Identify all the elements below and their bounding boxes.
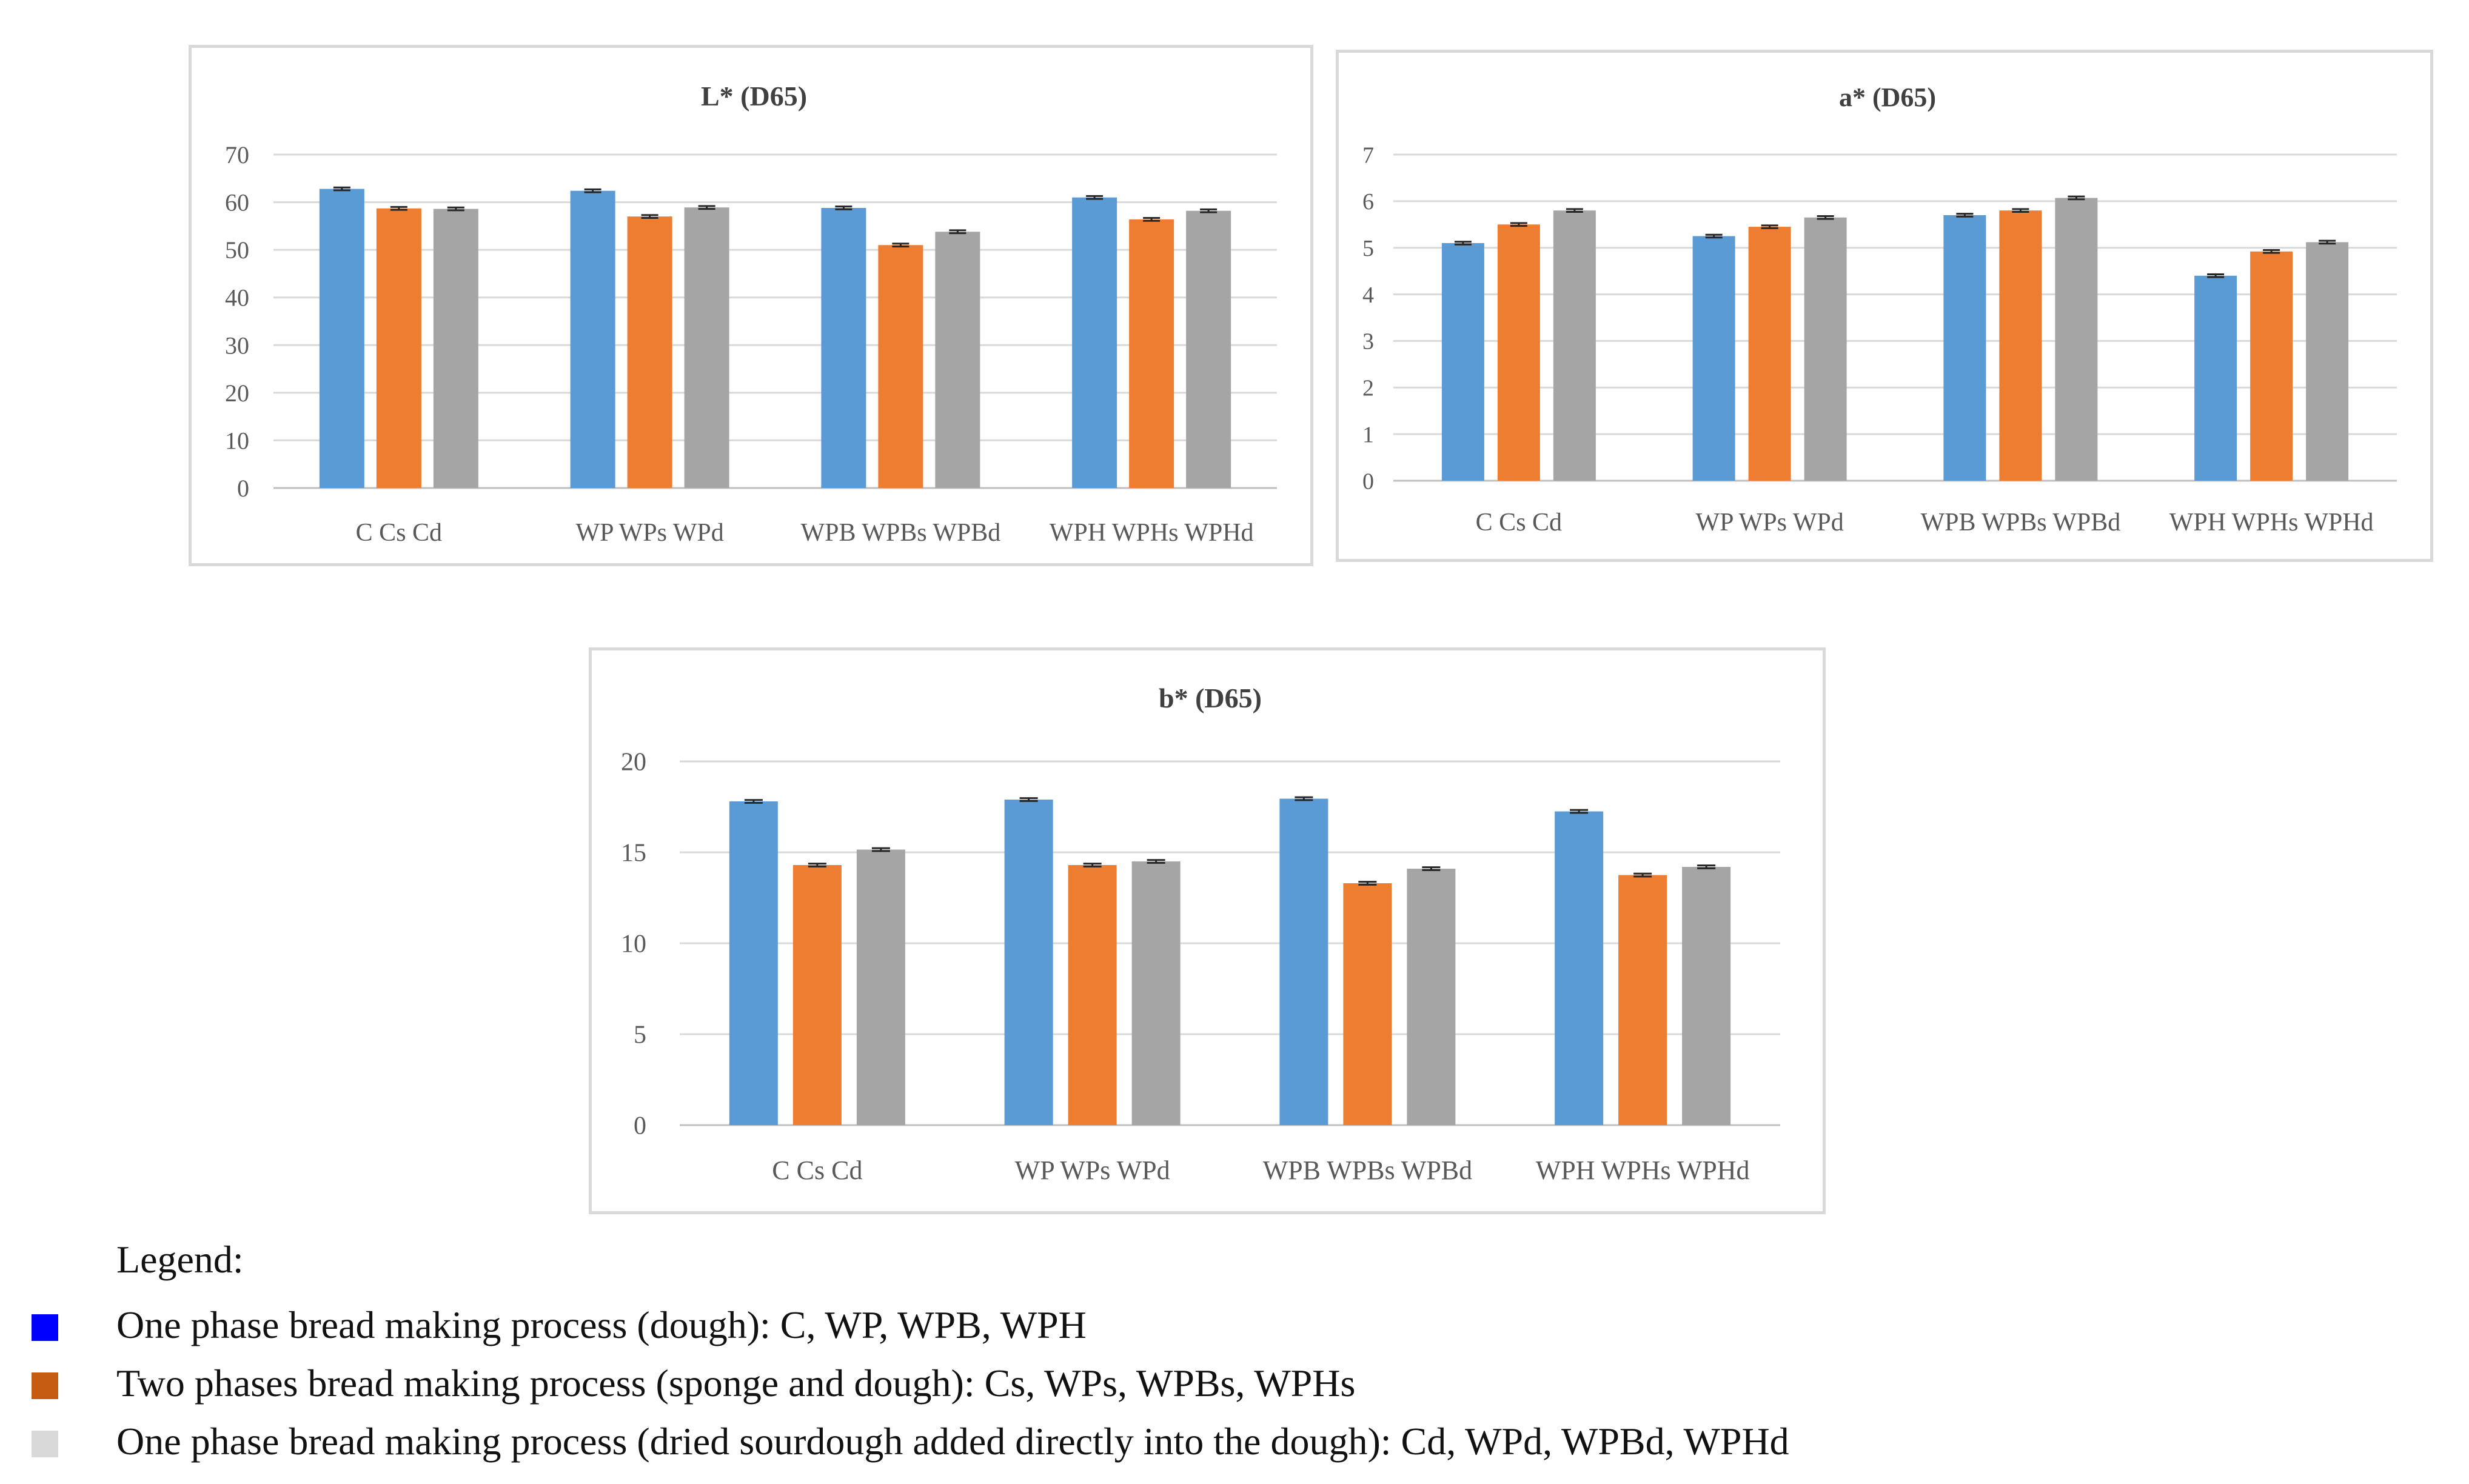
- y-tick-label: 2: [1362, 376, 1374, 401]
- legend-swatch-gray: [32, 1431, 58, 1457]
- y-tick-label: 10: [225, 427, 249, 454]
- x-category-label: C Cs Cd: [1476, 509, 1562, 536]
- bar: [1553, 210, 1596, 481]
- y-tick-label: 0: [634, 1112, 646, 1140]
- y-tick-label: 60: [225, 189, 249, 216]
- x-category-label: C Cs Cd: [772, 1155, 862, 1185]
- x-category-label: WPH WPHs WPHd: [1536, 1155, 1750, 1185]
- bar: [1129, 219, 1174, 488]
- y-tick-label: 20: [621, 749, 646, 777]
- y-tick-label: 0: [237, 475, 249, 502]
- x-category-label: WPB WPBs WPBd: [800, 519, 1000, 547]
- y-tick-label: 5: [634, 1021, 646, 1049]
- bar: [1748, 227, 1791, 481]
- y-tick-label: 5: [1362, 236, 1374, 261]
- y-tick-label: 40: [225, 284, 249, 312]
- y-tick-label: 4: [1362, 282, 1374, 308]
- bar: [1682, 867, 1731, 1125]
- x-category-label: WPH WPHs WPHd: [1050, 519, 1254, 547]
- bar: [935, 232, 980, 488]
- bar: [627, 216, 672, 488]
- bar: [1407, 869, 1456, 1125]
- chart-b-star: b* (D65) 0 5 10 15 20 C Cs Cd WP WPs WPd WPB WPB…: [621, 683, 1780, 1185]
- legend-item-label: One phase bread making process (dough): …: [116, 1303, 1087, 1346]
- bar: [1004, 800, 1053, 1125]
- y-tick-label: 1: [1362, 422, 1374, 447]
- chart-panel-a-star: a* (D65) 0 1 2 3 4 5 6 7 C Cs Cd WP WPs WPd WPB WPB…: [1336, 50, 2433, 562]
- x-category-label: WP WPs WPd: [575, 519, 723, 547]
- chart-title: b* (D65): [1159, 683, 1262, 714]
- legend-item-two-phases: Two phases bread making process (sponge …: [0, 1355, 2469, 1410]
- bar: [376, 208, 421, 488]
- y-tick-label: 70: [225, 141, 249, 169]
- bar: [1441, 243, 1484, 481]
- y-tick-label: 3: [1362, 329, 1374, 355]
- y-tick-label: 20: [225, 379, 249, 407]
- y-tick-label: 30: [225, 332, 249, 359]
- legend-item-one-phase: One phase bread making process (dough): …: [0, 1297, 2469, 1352]
- bar: [792, 865, 842, 1125]
- bar: [1618, 875, 1667, 1125]
- bar: [1068, 865, 1117, 1125]
- bar: [684, 207, 729, 488]
- y-tick-label: 6: [1362, 189, 1374, 215]
- chart-panel-b-star: b* (D65) 0 5 10 15 20 C Cs Cd WP WPs WPd WPB WPB…: [589, 647, 1826, 1214]
- chart-panel-l-star: L* (D65) 0 10 20 30 40 50 60 70 C Cs Cd WP WPs WPd…: [189, 45, 1313, 566]
- bar: [1692, 236, 1735, 481]
- legend-swatch-orange: [32, 1372, 58, 1399]
- chart-a-star: a* (D65) 0 1 2 3 4 5 6 7 C Cs Cd WP WPs WPd WPB WPB…: [1362, 82, 2397, 536]
- bar: [1999, 210, 2042, 481]
- bar: [821, 208, 866, 488]
- bar: [1497, 224, 1540, 481]
- bar: [1943, 215, 1986, 481]
- bar: [856, 849, 905, 1125]
- y-tick-label: 0: [1362, 469, 1374, 494]
- legend-item-dried-sourdough: One phase bread making process (dried so…: [0, 1414, 2469, 1468]
- bar: [1279, 798, 1328, 1125]
- legend-item-label: Two phases bread making process (sponge …: [116, 1362, 1356, 1405]
- chart-title: L* (D65): [701, 81, 807, 112]
- bar: [2055, 198, 2098, 481]
- bar: [319, 189, 364, 488]
- bar: [1072, 197, 1117, 488]
- y-tick-label: 10: [621, 931, 646, 958]
- bar: [729, 801, 778, 1125]
- bar: [570, 190, 615, 488]
- x-category-label: WPH WPHs WPHd: [2169, 509, 2374, 536]
- bar: [1186, 210, 1231, 488]
- chart-title: a* (D65): [1839, 82, 1936, 112]
- legend-title: Legend:: [116, 1238, 244, 1281]
- bar: [1343, 883, 1392, 1125]
- bar: [1804, 217, 1847, 481]
- bar: [1131, 861, 1181, 1125]
- bar: [2306, 242, 2349, 481]
- bar: [2250, 251, 2293, 481]
- x-category-label: WPB WPBs WPBd: [1263, 1155, 1473, 1185]
- legend-swatch-blue: [32, 1314, 58, 1341]
- legend-item-label: One phase bread making process (dried so…: [116, 1420, 1789, 1463]
- y-tick-label: 7: [1362, 142, 1374, 168]
- bar: [2194, 275, 2237, 481]
- bar: [433, 209, 478, 488]
- x-category-label: WP WPs WPd: [1695, 509, 1843, 536]
- y-tick-label: 15: [621, 840, 646, 867]
- x-category-label: WPB WPBs WPBd: [1920, 509, 2120, 536]
- bar: [1555, 811, 1604, 1125]
- x-category-label: WP WPs WPd: [1015, 1155, 1170, 1185]
- y-tick-label: 50: [225, 236, 249, 264]
- chart-l-star: L* (D65) 0 10 20 30 40 50 60 70 C Cs Cd WP WPs WPd…: [225, 81, 1277, 547]
- x-category-label: C Cs Cd: [356, 519, 442, 547]
- bar: [878, 245, 923, 488]
- legend: Legend: One phase bread making process (…: [0, 1231, 2469, 1479]
